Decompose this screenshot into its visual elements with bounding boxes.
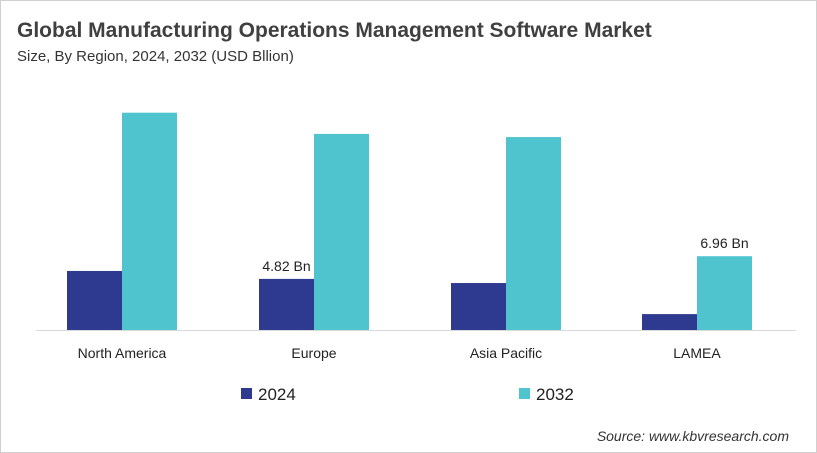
x-tick-label: LAMEA [673,345,721,361]
bar-2024-north-america [67,270,122,330]
bar-2032-lamea [697,256,752,330]
bar-2032-asia-pacific [506,137,561,330]
legend-label-2024: 2024 [258,385,296,404]
bar-2024-lamea [642,314,697,330]
bar-2024-asia-pacific [451,283,506,330]
x-tick-label: Asia Pacific [470,345,542,361]
legend-swatch-2024 [241,388,252,399]
chart-subtitle: Size, By Region, 2024, 2032 (USD Bllion) [17,48,294,65]
x-tick-label: North America [78,345,167,361]
bar-2032-europe [314,133,369,330]
data-label: 4.82 Bn [262,258,310,274]
data-label: 6.96 Bn [700,235,748,251]
legend-label-2032: 2032 [536,385,574,404]
bar-2032-north-america [122,112,177,330]
x-tick-label: Europe [291,345,336,361]
bar-2024-europe [259,278,314,330]
chart-title: Global Manufacturing Operations Manageme… [17,19,652,42]
legend-swatch-2032 [519,388,530,399]
source-note: Source: www.kbvresearch.com [596,428,789,444]
